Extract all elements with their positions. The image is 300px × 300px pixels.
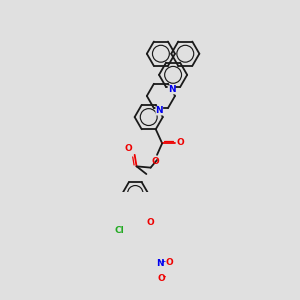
Text: Cl: Cl	[114, 226, 124, 236]
Text: N: N	[155, 106, 163, 116]
Text: O: O	[152, 158, 160, 166]
Text: O: O	[124, 144, 132, 153]
Text: +: +	[160, 259, 166, 264]
Text: N: N	[156, 260, 164, 268]
Text: O: O	[177, 138, 184, 147]
Text: N: N	[168, 85, 175, 94]
Text: -: -	[163, 273, 166, 282]
Text: O: O	[166, 258, 174, 267]
Text: O: O	[158, 274, 165, 283]
Text: O: O	[146, 218, 154, 227]
